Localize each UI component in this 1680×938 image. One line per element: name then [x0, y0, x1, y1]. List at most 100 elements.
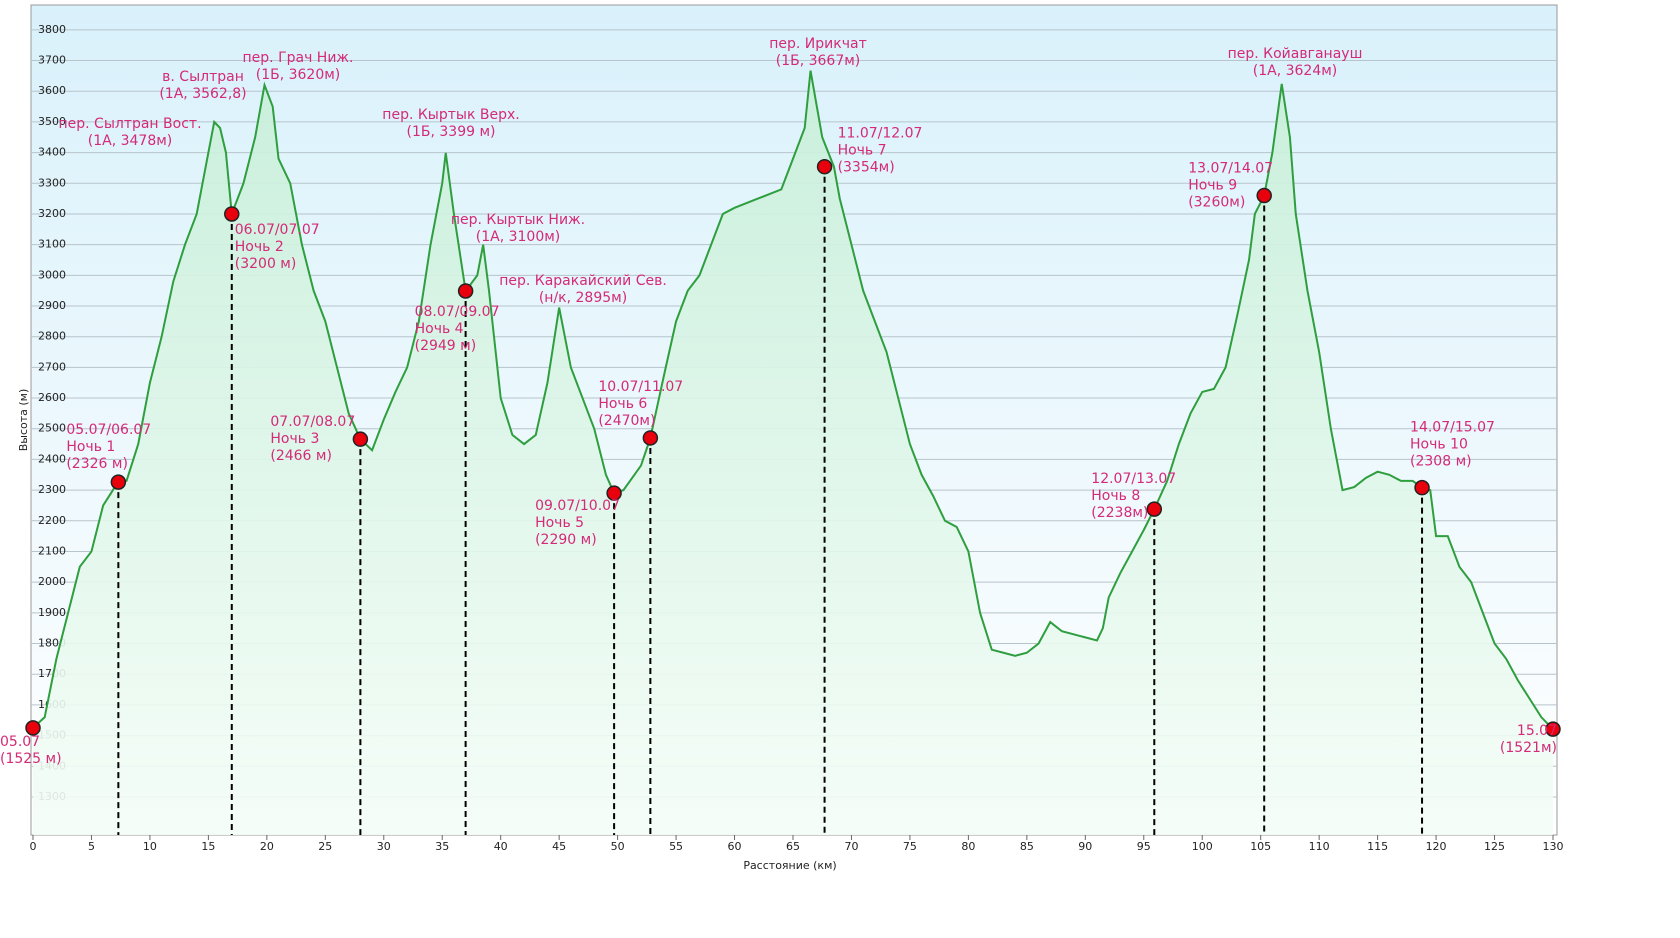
- camp-label: (2308 м): [1410, 454, 1472, 470]
- camp-label: Ночь 4: [415, 321, 464, 337]
- y-tick-label: 3500: [38, 115, 66, 128]
- x-tick-label: 120: [1426, 840, 1447, 853]
- y-tick-label: 2500: [38, 422, 66, 435]
- x-tick-label: 55: [669, 840, 683, 853]
- y-tick-label: 2800: [38, 330, 66, 343]
- x-tick-label: 70: [844, 840, 858, 853]
- pass-label: (1А, 3478м): [88, 133, 173, 149]
- x-tick-label: 50: [611, 840, 625, 853]
- elevation-line: [32, 70, 1554, 730]
- pass-label: (1А, 3100м): [476, 229, 561, 245]
- pass-label: (1Б, 3667м): [776, 53, 861, 69]
- x-tick-label: 35: [435, 840, 449, 853]
- pass-label: в. Сылтран: [162, 69, 244, 85]
- camp-label: 05.07: [0, 734, 40, 750]
- camp-marker: [816, 158, 833, 175]
- y-tick-label: 3000: [38, 268, 66, 281]
- y-tick-label: 3800: [38, 23, 66, 36]
- camp-label: (2949 м): [415, 338, 477, 354]
- camp-label: 14.07/15.07: [1410, 420, 1495, 436]
- pass-label: пер. Ирикчат: [769, 36, 866, 52]
- camp-label: Ночь 3: [270, 431, 319, 447]
- y-tick-label: 2200: [38, 514, 66, 527]
- x-tick-label: 20: [260, 840, 274, 853]
- x-tick-label: 110: [1309, 840, 1330, 853]
- pass-label: пер. Грач Ниж.: [243, 50, 354, 66]
- camp-label: Ночь 6: [598, 396, 647, 412]
- camp-marker: [1256, 187, 1272, 204]
- x-tick-label: 25: [318, 840, 332, 853]
- pass-label: пер. Койавганауш: [1228, 46, 1363, 62]
- x-tick-label: 65: [786, 840, 800, 853]
- x-tick-label: 45: [552, 840, 566, 853]
- pass-label: пер. Кыртык Ниж.: [451, 212, 585, 228]
- pass-label: пер. Каракайский Сев.: [499, 273, 667, 289]
- camp-marker: [1545, 721, 1561, 737]
- camp-label: Ночь 10: [1410, 437, 1468, 453]
- camp-label: (1525 м): [0, 751, 62, 767]
- camp-label: (2238м): [1091, 505, 1148, 521]
- camp-marker: [1414, 479, 1430, 496]
- x-tick-label: 60: [728, 840, 742, 853]
- camp-label: Ночь 1: [66, 439, 115, 455]
- pass-label: (1Б, 3620м): [256, 67, 341, 83]
- camp-marker: [1146, 501, 1163, 517]
- x-tick-label: 15: [201, 840, 215, 853]
- y-tick-label: 3600: [38, 84, 66, 97]
- camp-label: 10.07/11.07: [598, 379, 683, 395]
- x-tick-label: 75: [903, 840, 917, 853]
- y-axis-title: Высота (м): [17, 389, 30, 452]
- camp-label: (3260м): [1188, 195, 1245, 211]
- camp-label: Ночь 2: [235, 239, 284, 255]
- y-tick-label: 2400: [38, 452, 66, 465]
- y-tick-label: 1900: [38, 606, 66, 619]
- x-tick-label: 80: [961, 840, 975, 853]
- y-tick-label: 2000: [38, 575, 66, 588]
- camp-label: (3354м): [838, 160, 895, 176]
- pass-label: (н/к, 2895м): [539, 290, 627, 306]
- pass-label: пер. Кыртык Верх.: [382, 107, 519, 123]
- y-tick-label: 2600: [38, 391, 66, 404]
- camp-marker: [25, 720, 41, 736]
- camp-label: (1521м): [1500, 740, 1557, 756]
- x-axis-title: Расстояние (км): [743, 859, 836, 872]
- x-tick-label: 0: [30, 840, 37, 853]
- camp-marker: [457, 283, 474, 299]
- x-tick-label: 105: [1250, 840, 1271, 853]
- camp-label: 12.07/13.07: [1091, 471, 1176, 487]
- camp-label: Ночь 9: [1188, 178, 1237, 194]
- x-tick-label: 90: [1078, 840, 1092, 853]
- camp-label: (2466 м): [270, 448, 332, 464]
- camp-label: (2470м): [598, 413, 655, 429]
- camp-label: 08.07/09.07: [415, 304, 500, 320]
- camp-label: 15.07: [1517, 723, 1557, 739]
- x-tick-label: 130: [1543, 840, 1564, 853]
- y-tick-label: 3300: [38, 176, 66, 189]
- camp-label: (2290 м): [535, 532, 597, 548]
- x-tick-label: 10: [143, 840, 157, 853]
- y-tick-label: 2900: [38, 299, 66, 312]
- pass-label: пер. Сылтран Вост.: [58, 116, 201, 132]
- pass-label: (1А, 3624м): [1253, 63, 1338, 79]
- camp-label: (3200 м): [235, 256, 297, 272]
- camp-label: Ночь 7: [838, 143, 887, 159]
- camp-label: 07.07/08.07: [270, 414, 355, 430]
- x-tick-label: 115: [1367, 840, 1388, 853]
- camp-label: (2326 м): [66, 456, 128, 472]
- camp-label: 11.07/12.07: [838, 126, 923, 142]
- camp-label: 06.07/07.07: [235, 222, 320, 238]
- x-tick-label: 125: [1484, 840, 1505, 853]
- x-tick-label: 5: [88, 840, 95, 853]
- x-tick-label: 85: [1020, 840, 1034, 853]
- camp-marker: [606, 485, 622, 501]
- pass-label: (1А, 3562,8): [159, 86, 246, 102]
- camp-label: Ночь 8: [1091, 488, 1140, 504]
- camp-marker: [352, 431, 369, 447]
- x-tick-label: 40: [494, 840, 508, 853]
- y-tick-label: 2100: [38, 544, 66, 557]
- camp-marker: [642, 430, 659, 446]
- x-tick-label: 30: [377, 840, 391, 853]
- y-tick-label: 2700: [38, 360, 66, 373]
- x-tick-label: 95: [1137, 840, 1151, 853]
